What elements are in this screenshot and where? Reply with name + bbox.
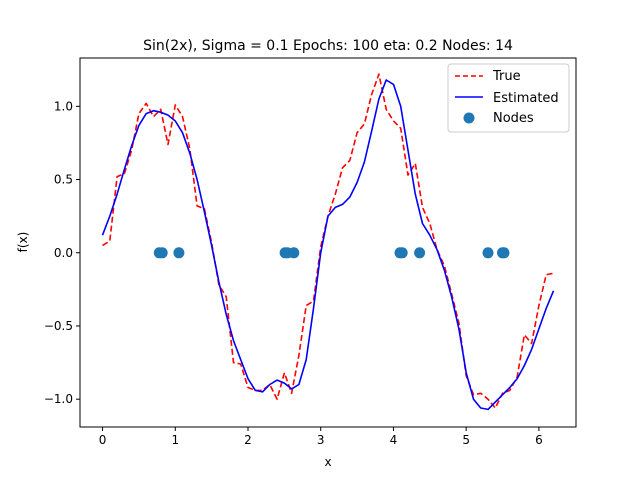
node-point [173, 247, 185, 259]
node-point [414, 247, 426, 259]
legend: True Estimated Nodes [447, 63, 570, 133]
x-tick-label: 2 [244, 433, 252, 447]
y-axis: −1.0 −0.5 0.0 0.5 1.0 [44, 99, 80, 406]
series-line-estimated [101, 79, 555, 411]
chart-title: Sin(2x), Sigma = 0.1 Epochs: 100 eta: 0.… [143, 38, 513, 54]
x-axis-label: x [324, 455, 331, 469]
x-tick-label: 1 [171, 433, 179, 447]
x-tick-label: 0 [99, 433, 107, 447]
legend-true-label: True [492, 69, 521, 84]
node-point [498, 247, 510, 259]
legend-nodes-swatch [463, 112, 475, 124]
x-tick-label: 5 [462, 433, 470, 447]
y-tick-label: 0.0 [54, 246, 73, 260]
y-tick-label: 1.0 [54, 99, 73, 113]
node-point [396, 247, 408, 259]
legend-nodes-label: Nodes [493, 111, 534, 126]
x-tick-label: 6 [535, 433, 543, 447]
x-tick-label: 4 [390, 433, 398, 447]
y-tick-label: −1.0 [44, 392, 73, 406]
y-axis-label: f(x) [16, 232, 30, 253]
plot-frame [79, 57, 577, 428]
y-tick-label: 0.5 [54, 173, 73, 187]
legend-frame [447, 63, 570, 133]
node-point [482, 247, 494, 259]
node-point [288, 247, 300, 259]
plot-area [101, 73, 555, 411]
x-tick-label: 3 [317, 433, 325, 447]
node-point [156, 247, 168, 259]
x-axis: 0 1 2 3 4 5 6 [99, 427, 543, 447]
y-tick-label: −0.5 [44, 319, 73, 333]
legend-estimated-label: Estimated [493, 91, 559, 106]
